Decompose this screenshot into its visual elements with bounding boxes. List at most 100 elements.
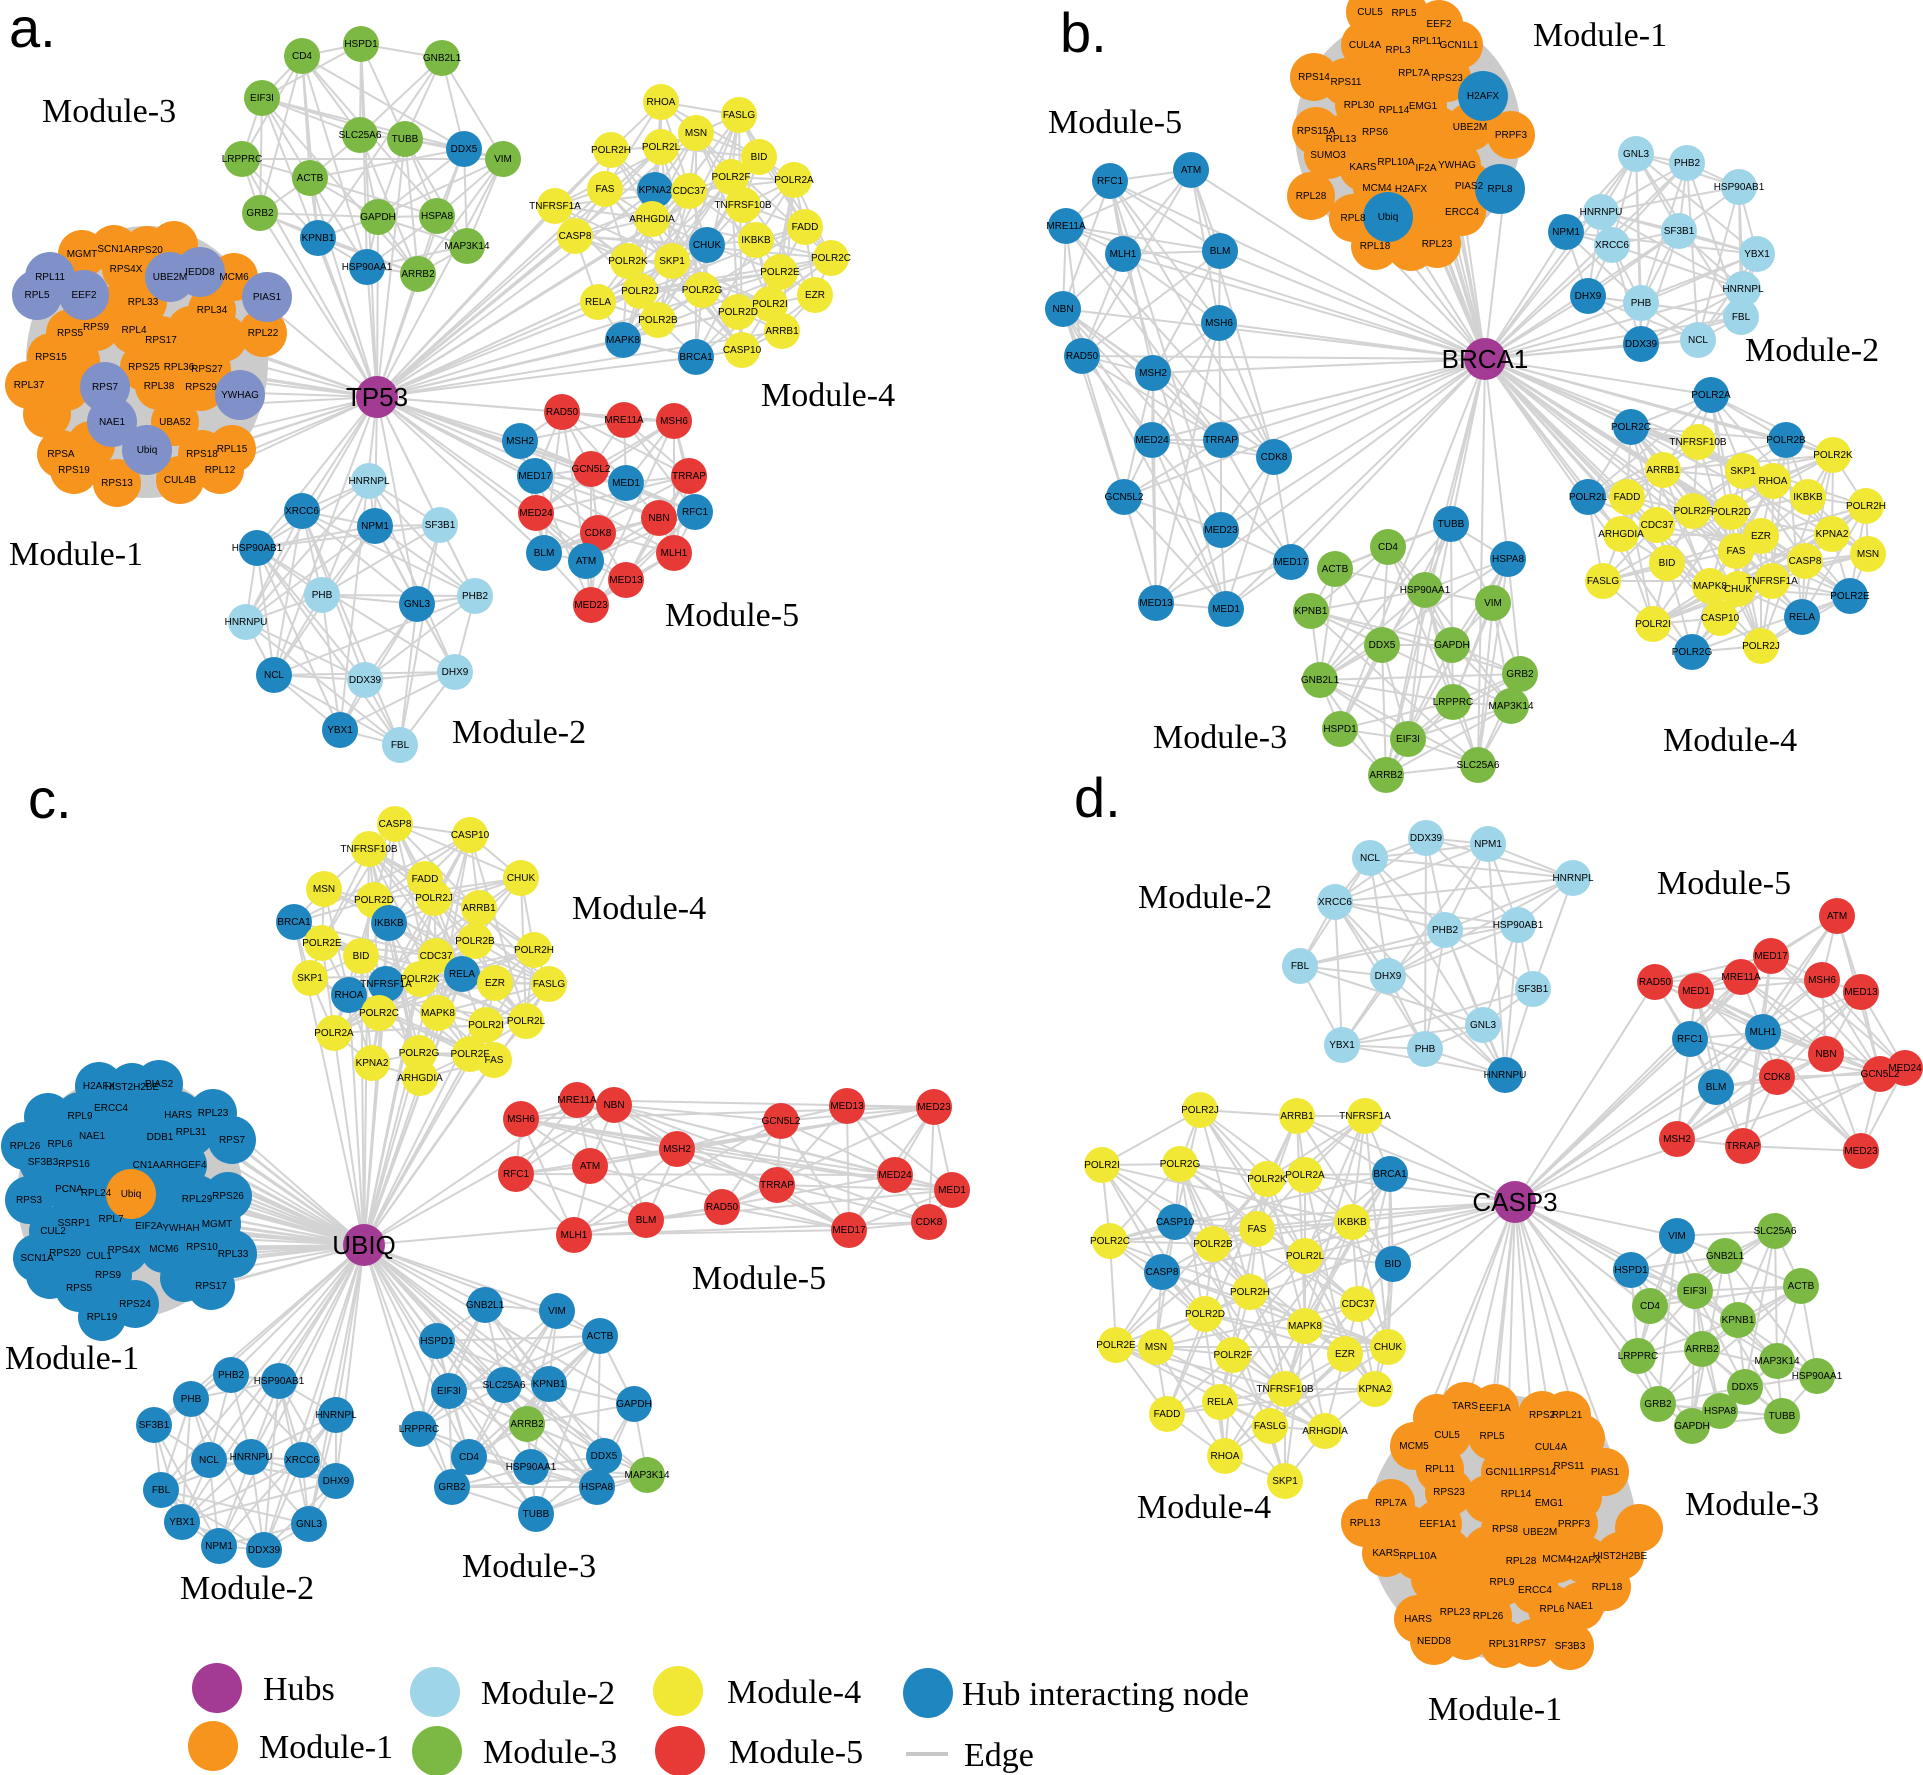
svg-text:RPL37: RPL37 xyxy=(14,380,45,391)
svg-text:POLR2J: POLR2J xyxy=(1181,1105,1219,1116)
svg-text:POLR2I: POLR2I xyxy=(752,299,788,310)
svg-text:POLR2H: POLR2H xyxy=(1846,501,1886,512)
svg-text:CD4: CD4 xyxy=(1640,1301,1660,1312)
svg-text:FASLG: FASLG xyxy=(1254,1421,1286,1432)
svg-text:VIM: VIM xyxy=(548,1306,566,1317)
svg-text:KPNB1: KPNB1 xyxy=(533,1379,566,1390)
svg-text:IKBKB: IKBKB xyxy=(374,918,404,929)
svg-text:SF3B1: SF3B1 xyxy=(1518,984,1549,995)
svg-text:RPS11: RPS11 xyxy=(1554,1461,1585,1472)
svg-text:CASP8: CASP8 xyxy=(1789,556,1822,567)
svg-text:PIAS1: PIAS1 xyxy=(1591,1467,1620,1478)
svg-text:TNFRSF1A: TNFRSF1A xyxy=(1746,576,1798,587)
svg-text:DHX9: DHX9 xyxy=(1375,971,1402,982)
svg-text:FADD: FADD xyxy=(1154,1409,1181,1420)
svg-text:XRCC6: XRCC6 xyxy=(1595,240,1629,251)
svg-text:CASP8: CASP8 xyxy=(559,231,592,242)
svg-text:NCL: NCL xyxy=(264,670,284,681)
svg-text:RPL14: RPL14 xyxy=(1501,1489,1532,1500)
svg-text:CASP8: CASP8 xyxy=(1146,1267,1179,1278)
svg-text:RPS17: RPS17 xyxy=(145,335,177,346)
svg-text:POLR2K: POLR2K xyxy=(1247,1174,1287,1185)
svg-text:RPS20: RPS20 xyxy=(49,1248,81,1259)
svg-text:RPL6: RPL6 xyxy=(1539,1604,1564,1615)
svg-text:IF2A: IF2A xyxy=(1415,163,1436,174)
svg-text:SKP1: SKP1 xyxy=(1272,1476,1298,1487)
svg-text:HNRNPL: HNRNPL xyxy=(315,1410,357,1421)
svg-text:d.: d. xyxy=(1074,766,1121,829)
svg-text:POLR2A: POLR2A xyxy=(1691,390,1731,401)
svg-text:HSP90AB1: HSP90AB1 xyxy=(254,1376,305,1387)
svg-text:RPL28: RPL28 xyxy=(1296,191,1327,202)
svg-text:RPS19: RPS19 xyxy=(58,465,90,476)
svg-text:EIF3I: EIF3I xyxy=(250,93,274,104)
svg-text:VIM: VIM xyxy=(1668,1231,1686,1242)
svg-text:MED24: MED24 xyxy=(1888,1063,1922,1074)
svg-text:NBN: NBN xyxy=(603,1100,624,1111)
svg-text:MCM5: MCM5 xyxy=(1399,1441,1429,1452)
svg-text:POLR2J: POLR2J xyxy=(621,286,659,297)
svg-text:EMG1: EMG1 xyxy=(1409,101,1438,112)
svg-text:RPS27: RPS27 xyxy=(191,364,223,375)
svg-text:GNL3: GNL3 xyxy=(1623,149,1650,160)
svg-text:RPL10A: RPL10A xyxy=(1377,157,1415,168)
svg-text:KPNB1: KPNB1 xyxy=(1722,1315,1755,1326)
svg-text:RPL19: RPL19 xyxy=(87,1312,118,1323)
svg-text:Module-2: Module-2 xyxy=(452,714,586,751)
svg-text:HSPA8: HSPA8 xyxy=(581,1482,613,1493)
svg-text:UBIQ: UBIQ xyxy=(332,1230,396,1260)
svg-text:PHB: PHB xyxy=(312,590,333,601)
svg-text:POLR2A: POLR2A xyxy=(314,1028,354,1039)
svg-text:RPL9: RPL9 xyxy=(1489,1577,1514,1588)
svg-text:MED1: MED1 xyxy=(938,1185,966,1196)
svg-text:EEF1A: EEF1A xyxy=(1479,1403,1511,1414)
svg-text:GNB2L1: GNB2L1 xyxy=(1301,675,1340,686)
svg-text:RPL5: RPL5 xyxy=(1391,8,1416,19)
svg-text:RPS5: RPS5 xyxy=(66,1283,93,1294)
svg-text:MSH6: MSH6 xyxy=(1808,975,1836,986)
svg-text:Module-1: Module-1 xyxy=(5,1340,139,1377)
svg-text:POLR2L: POLR2L xyxy=(1569,492,1608,503)
svg-text:Module-3: Module-3 xyxy=(483,1734,617,1771)
svg-text:ARHGEF4: ARHGEF4 xyxy=(159,1160,207,1171)
svg-text:NPM1: NPM1 xyxy=(1474,839,1502,850)
svg-text:RPS7: RPS7 xyxy=(1520,1638,1547,1649)
svg-text:YBX1: YBX1 xyxy=(327,725,353,736)
svg-text:ATM: ATM xyxy=(1181,165,1201,176)
svg-text:HSP90AA1: HSP90AA1 xyxy=(1400,585,1451,596)
svg-text:TNFRSF10B: TNFRSF10B xyxy=(340,844,398,855)
svg-text:Hub interacting node: Hub interacting node xyxy=(962,1676,1249,1713)
svg-text:Module-2: Module-2 xyxy=(180,1570,314,1607)
svg-text:CDK8: CDK8 xyxy=(1764,1072,1791,1083)
svg-text:TNFRSF10B: TNFRSF10B xyxy=(1256,1384,1314,1395)
svg-text:CHUK: CHUK xyxy=(693,240,722,251)
svg-text:CUL4A: CUL4A xyxy=(1535,1442,1568,1453)
svg-text:Module-3: Module-3 xyxy=(1685,1486,1819,1523)
svg-text:GCN5L2: GCN5L2 xyxy=(572,464,611,475)
svg-text:MRE11A: MRE11A xyxy=(604,415,644,426)
svg-text:MED23: MED23 xyxy=(917,1102,951,1113)
svg-text:SF3B1: SF3B1 xyxy=(139,1420,170,1431)
svg-text:ACTB: ACTB xyxy=(1788,1281,1815,1292)
svg-text:FBL: FBL xyxy=(1291,961,1310,972)
svg-text:ARHGDIA: ARHGDIA xyxy=(1302,1426,1348,1437)
svg-text:XRCC6: XRCC6 xyxy=(285,1455,319,1466)
svg-text:RPL21: RPL21 xyxy=(1552,1410,1583,1421)
svg-text:POLR2C: POLR2C xyxy=(1611,422,1651,433)
svg-text:FASLG: FASLG xyxy=(1587,576,1619,587)
svg-text:FADD: FADD xyxy=(1614,492,1641,503)
svg-text:HSPD1: HSPD1 xyxy=(344,39,378,50)
svg-text:RPS23: RPS23 xyxy=(1433,1487,1465,1498)
svg-text:DDX39: DDX39 xyxy=(1410,833,1443,844)
svg-text:DDX39: DDX39 xyxy=(1625,339,1658,350)
svg-text:CDC37: CDC37 xyxy=(1342,1299,1375,1310)
svg-text:RPL34: RPL34 xyxy=(197,305,228,316)
svg-text:PHB2: PHB2 xyxy=(218,1370,245,1381)
svg-text:MAPK8: MAPK8 xyxy=(1288,1321,1322,1332)
svg-text:HSPA8: HSPA8 xyxy=(1492,554,1524,565)
svg-text:MED17: MED17 xyxy=(832,1225,866,1236)
svg-text:RPL28: RPL28 xyxy=(1506,1556,1537,1567)
svg-text:RPS23: RPS23 xyxy=(1431,73,1463,84)
svg-text:Hubs: Hubs xyxy=(263,1671,335,1708)
svg-text:POLR2I: POLR2I xyxy=(468,1020,504,1031)
